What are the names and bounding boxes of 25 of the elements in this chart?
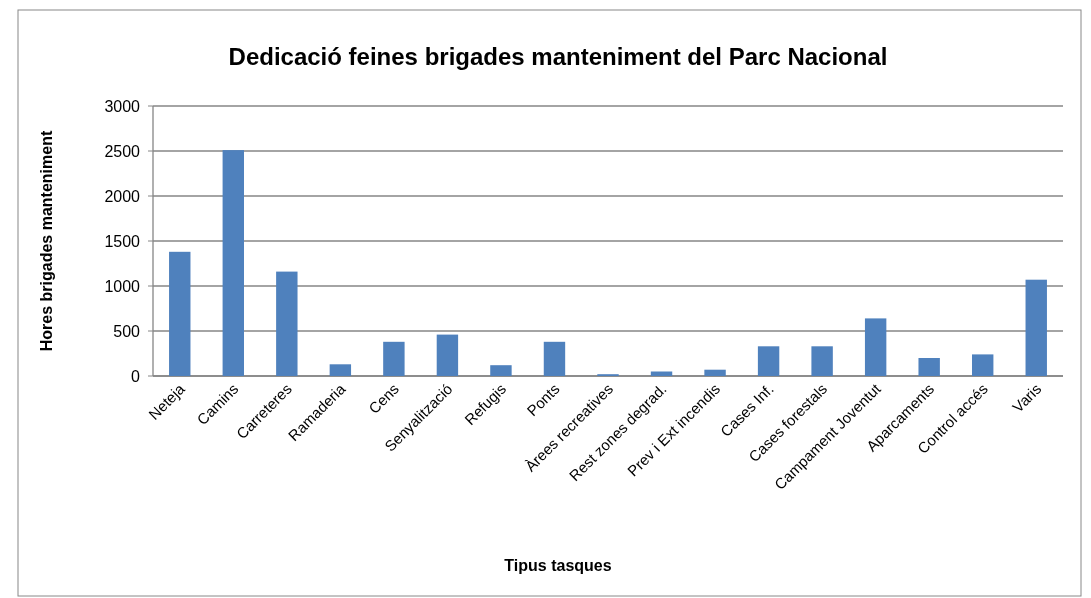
bar [972,354,994,376]
bar [811,346,833,376]
x-axis-title: Tipus tasques [504,557,612,574]
bar [543,341,566,376]
bar [436,334,459,376]
bar [169,251,191,376]
bar [222,150,244,376]
bar [918,358,940,376]
bar [383,341,405,376]
y-tick-label: 2000 [104,188,141,205]
bar [490,365,512,376]
bar [704,369,726,376]
bar [276,271,298,376]
y-tick-label: 2500 [104,143,141,160]
bar [864,318,887,376]
y-tick-label: 0 [131,368,141,385]
bar [1025,279,1047,376]
y-tick-label: 3000 [104,98,141,115]
y-tick-label: 1500 [104,233,141,250]
y-tick-label: 500 [113,323,141,340]
bar [329,364,352,376]
bar [757,346,780,376]
y-tick-label: 1000 [104,278,141,295]
y-axis-title: Hores brigades manteniment [38,130,55,352]
chart-title: Dedicació feines brigades manteniment del Parc Nacional [228,43,888,70]
